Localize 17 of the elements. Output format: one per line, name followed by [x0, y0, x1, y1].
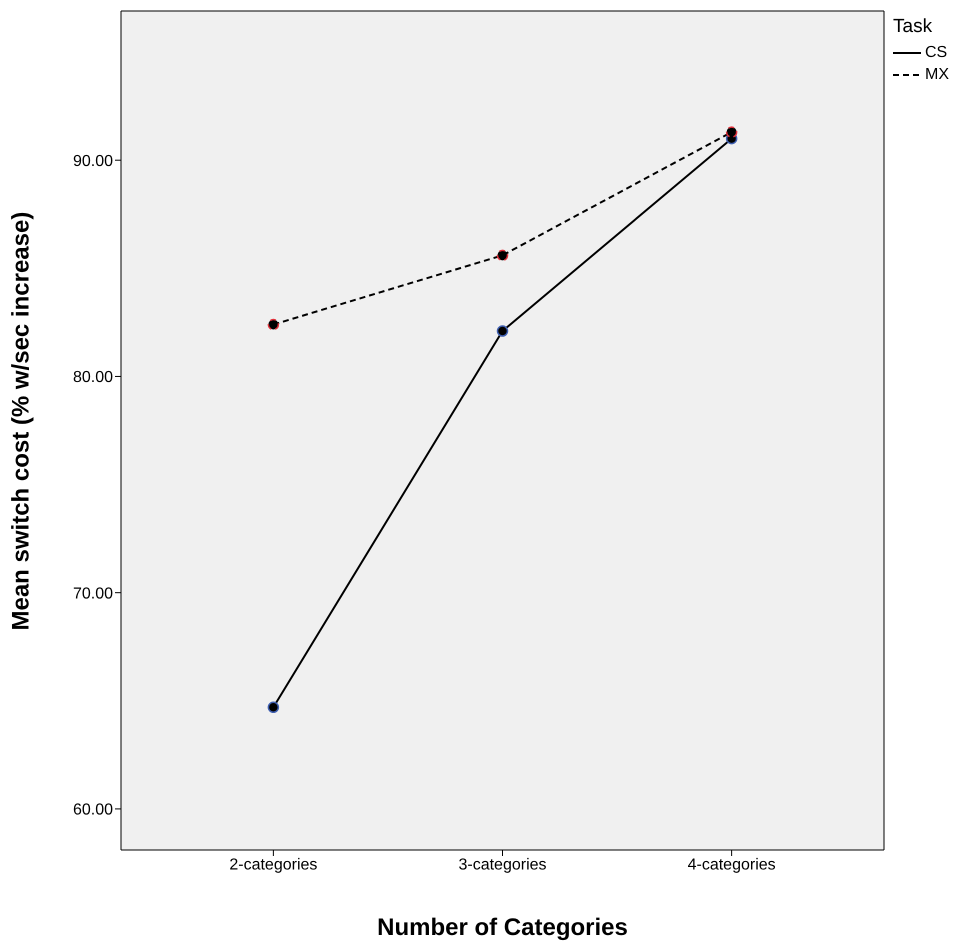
y-axis-title: Mean switch cost (% w/sec increase): [8, 212, 35, 630]
y-tick-label: 80.00: [72, 369, 114, 386]
legend-label: MX: [925, 66, 949, 84]
x-axis-title: Number of Categories: [377, 914, 628, 941]
y-tick-label: 70.00: [72, 585, 114, 602]
y-tick-label: 90.00: [72, 152, 114, 170]
point: [726, 126, 738, 138]
x-tick-label: 2-categories: [229, 856, 318, 874]
x-tick-label: 3-categories: [458, 856, 547, 874]
point: [496, 325, 508, 337]
x-tick-label: 4-categories: [688, 856, 776, 874]
point: [268, 318, 280, 330]
y-tick-label: 60.00: [72, 802, 114, 819]
legend-label: CS: [925, 44, 948, 62]
point: [496, 250, 508, 262]
point: [268, 702, 280, 714]
legend-title: Task: [893, 16, 934, 38]
